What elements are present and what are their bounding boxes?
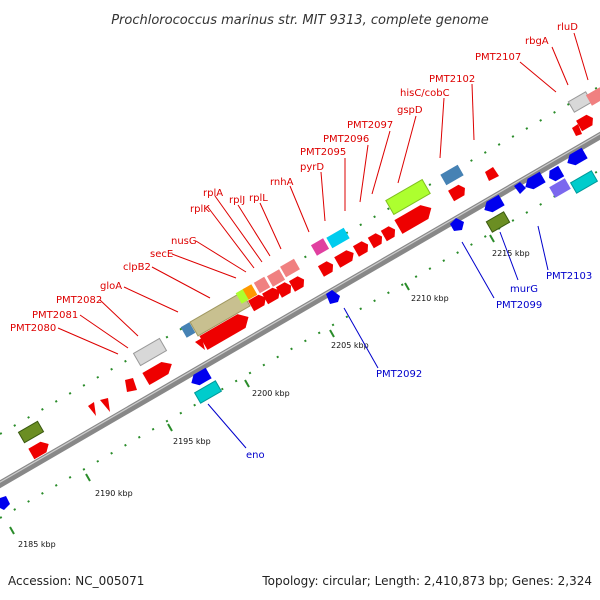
gene-secE (199, 314, 249, 350)
tick-label: 2205 kbp (331, 341, 369, 350)
gene-nusG-green (235, 288, 251, 304)
tick-label: 2215 kbp (492, 249, 530, 258)
gene-PMT2080 (88, 402, 96, 416)
gene-murG (485, 211, 511, 233)
gene-gspD (385, 178, 431, 216)
gene-eno (193, 380, 223, 404)
tick-label: 2200 kbp (252, 389, 290, 398)
label-connectors (57, 32, 589, 449)
tick-label: 2190 kbp (95, 489, 133, 498)
gene-PMT2092 (326, 290, 340, 304)
accession-text: Accession: NC_005071 (8, 574, 144, 588)
gene-PMT2102b (448, 184, 465, 202)
gene-label: rplL (249, 193, 268, 204)
gene-label: PMT2102 (429, 74, 475, 85)
gene-gloA (142, 361, 172, 386)
gene-PMT2099a (450, 218, 464, 231)
tick-mark (85, 473, 91, 482)
gene-rplA (266, 269, 286, 287)
gene-blue3 (549, 165, 565, 182)
genes-top (17, 87, 600, 460)
gene-label: rplA (203, 188, 223, 199)
gene-label: PMT2099 (496, 300, 542, 311)
gene-rpl-red1 (248, 294, 266, 312)
gene-labels-blue: eno PMT2092 PMT2099 murG PMT2103 (246, 271, 592, 461)
gene-label: PMT2097 (347, 120, 393, 131)
genes-bottom (0, 147, 599, 510)
gene-label: rnhA (270, 177, 294, 188)
gene-label: rplJ (229, 195, 245, 206)
gene-label: eno (246, 450, 265, 461)
gene-rplL (280, 258, 300, 278)
gene-purple (549, 178, 571, 198)
gene-PMT2099b (484, 194, 505, 213)
gene-PMT2103b (514, 182, 526, 194)
gene-PMT2097a (352, 241, 369, 257)
gene-PMT2080b (100, 398, 110, 412)
gene-label: PMT2095 (300, 147, 346, 158)
gene-label: pyrD (300, 162, 324, 173)
gene-label: nusG (171, 236, 197, 247)
gene-red (28, 441, 49, 460)
gene-PMT2097c (380, 226, 396, 242)
gene-rpl-red3 (275, 282, 292, 298)
topology-text: Topology: circular; Length: 2,410,873 bp… (261, 574, 592, 588)
gene-rnhA (310, 238, 330, 256)
gene-small-red (195, 338, 205, 350)
gene-PMT2081 (125, 378, 137, 392)
gene-rluD (576, 114, 593, 132)
gene-PMT2095 (317, 261, 334, 277)
gene-blue-edge (0, 496, 10, 510)
gene-nusG-orange (242, 284, 258, 300)
gene-small-red2 (485, 167, 499, 181)
tick-mark (9, 526, 15, 535)
gene-label: hisC/cobC (400, 88, 450, 99)
gene-PMT2082 (132, 337, 168, 367)
gene-PMT2097b (367, 233, 383, 249)
gene-rpl-red4 (288, 276, 305, 292)
gene-rplK (253, 276, 271, 294)
gene-olive (17, 420, 45, 444)
tick-mark (329, 329, 335, 338)
gene-label: secE (150, 249, 173, 260)
tick-mark (244, 379, 250, 388)
gene-blue-small (180, 322, 196, 338)
gene-PMT2096 (334, 250, 354, 268)
gene-label: PMT2080 (10, 323, 56, 334)
gene-label: PMT2081 (32, 310, 78, 321)
tick-label: 2185 kbp (18, 540, 56, 549)
genome-backbone (0, 131, 600, 489)
tick-label: 2210 kbp (411, 294, 449, 303)
gene-label: PMT2092 (376, 369, 422, 380)
gene-label: gloA (100, 281, 122, 292)
kbp-ticks: 2185 kbp 2190 kbp 2195 kbp 2200 kbp 2205… (9, 234, 530, 549)
gene-label: rluD (557, 22, 578, 33)
gene-hisC (394, 205, 432, 234)
gene-label: PMT2082 (56, 295, 102, 306)
gene-PMT2102 (440, 164, 464, 186)
gene-labels-red: PMT2080 PMT2081 PMT2082 gloA clpB2 secE … (10, 22, 578, 334)
gene-pyrD (326, 227, 350, 249)
gene-label: PMT2107 (475, 52, 521, 63)
gene-rpl-red2 (262, 287, 280, 305)
gene-cyan2 (569, 170, 599, 194)
map-title: Prochlorococcus marinus str. MIT 9313, c… (111, 13, 489, 28)
gene-PMT2103a (525, 171, 546, 190)
gene-label: murG (510, 284, 538, 295)
gene-rbgA (585, 87, 600, 106)
gene-blue4 (567, 147, 588, 166)
tick-mark (404, 282, 410, 291)
tick-mark (167, 423, 173, 432)
gene-label: PMT2096 (323, 134, 369, 145)
tick-label: 2195 kbp (173, 437, 211, 446)
gene-label: gspD (397, 105, 423, 116)
gene-small-red3 (572, 124, 582, 136)
tick-mark (489, 234, 495, 243)
gene-label: clpB2 (123, 262, 151, 273)
gene-eno-blue (191, 367, 212, 386)
gene-label: PMT2103 (546, 271, 592, 282)
gene-label: rplK (190, 204, 210, 215)
gene-label: rbgA (525, 36, 549, 47)
